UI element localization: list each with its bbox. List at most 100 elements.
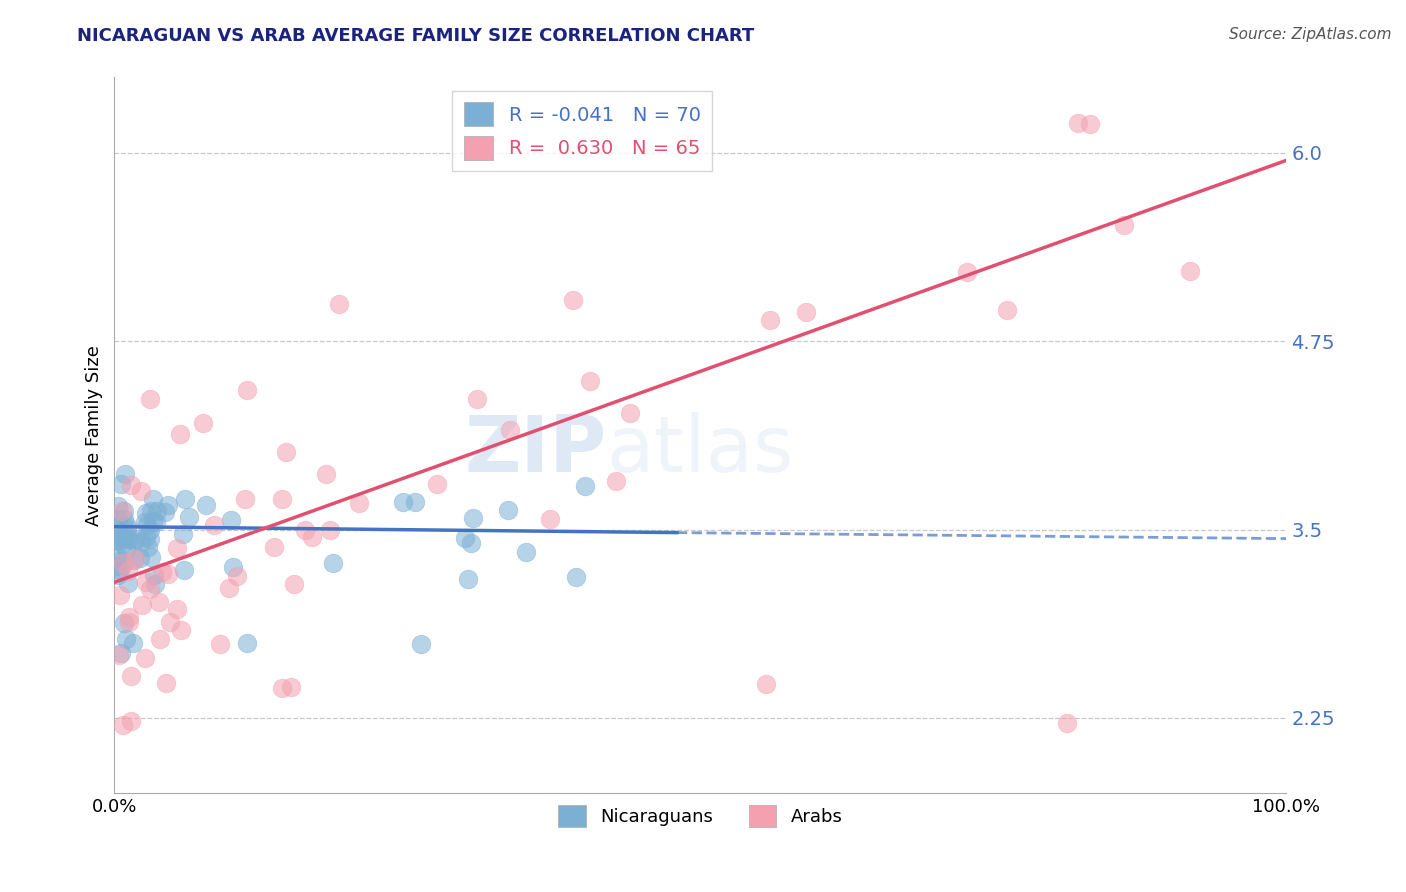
Point [411,637,433,651]
Point [280,681,302,695]
Point [274,445,297,459]
Point [236,384,259,398]
Point [136,517,159,532]
Point [139,523,162,537]
Point [108,519,131,533]
Point [112,531,135,545]
Point [111,537,134,551]
Point [179,510,201,524]
Text: atlas: atlas [606,412,794,488]
Point [112,503,135,517]
Point [129,551,152,566]
Point [112,526,135,541]
Point [117,575,139,590]
Point [392,495,415,509]
Point [120,714,142,728]
Point [111,504,134,518]
Point [315,467,337,482]
Point [143,577,166,591]
Point [124,553,146,567]
Point [1056,716,1078,731]
Point [204,517,226,532]
Y-axis label: Average Family Size: Average Family Size [86,345,103,525]
Point [426,477,449,491]
Point [143,568,166,582]
Point [146,503,169,517]
Point [118,610,141,624]
Point [995,302,1018,317]
Point [117,532,139,546]
Point [107,527,129,541]
Point [221,514,243,528]
Point [142,514,165,528]
Point [142,492,165,507]
Point [115,519,138,533]
Point [283,577,305,591]
Point [496,502,519,516]
Point [111,558,134,572]
Point [107,512,129,526]
Point [148,595,170,609]
Point [149,632,172,647]
Point [758,313,780,327]
Point [145,516,167,530]
Point [110,588,132,602]
Point [120,668,142,682]
Point [107,567,129,582]
Text: NICARAGUAN VS ARAB AVERAGE FAMILY SIZE CORRELATION CHART: NICARAGUAN VS ARAB AVERAGE FAMILY SIZE C… [77,27,755,45]
Point [129,484,152,499]
Point [134,651,156,665]
Point [619,406,641,420]
Point [271,491,294,506]
Point [135,530,157,544]
Point [1078,117,1101,131]
Point [322,556,344,570]
Point [561,293,583,307]
Point [173,563,195,577]
Text: ZIP: ZIP [464,412,606,488]
Point [138,392,160,406]
Point [112,718,135,732]
Point [157,498,180,512]
Point [270,681,292,695]
Point [218,582,240,596]
Point [110,476,132,491]
Point [153,505,176,519]
Point [131,599,153,613]
Point [122,533,145,548]
Point [467,392,489,406]
Point [457,572,479,586]
Point [209,637,232,651]
Point [294,524,316,538]
Point [114,467,136,481]
Point [173,491,195,506]
Point [166,602,188,616]
Point [347,496,370,510]
Point [139,504,162,518]
Point [112,556,135,570]
Point [107,550,129,565]
Point [328,297,350,311]
Point [1067,116,1090,130]
Point [263,540,285,554]
Point [574,479,596,493]
Point [222,560,245,574]
Point [134,515,156,529]
Point [139,582,162,596]
Point [114,541,136,556]
Point [956,264,979,278]
Point [108,553,131,567]
Point [155,676,177,690]
Point [319,523,342,537]
Point [498,423,520,437]
Point [117,615,139,629]
Point [794,305,817,319]
Point [172,526,194,541]
Point [169,427,191,442]
Point [301,530,323,544]
Point [107,499,129,513]
Point [454,531,477,545]
Point [114,632,136,647]
Point [129,535,152,549]
Point [139,532,162,546]
